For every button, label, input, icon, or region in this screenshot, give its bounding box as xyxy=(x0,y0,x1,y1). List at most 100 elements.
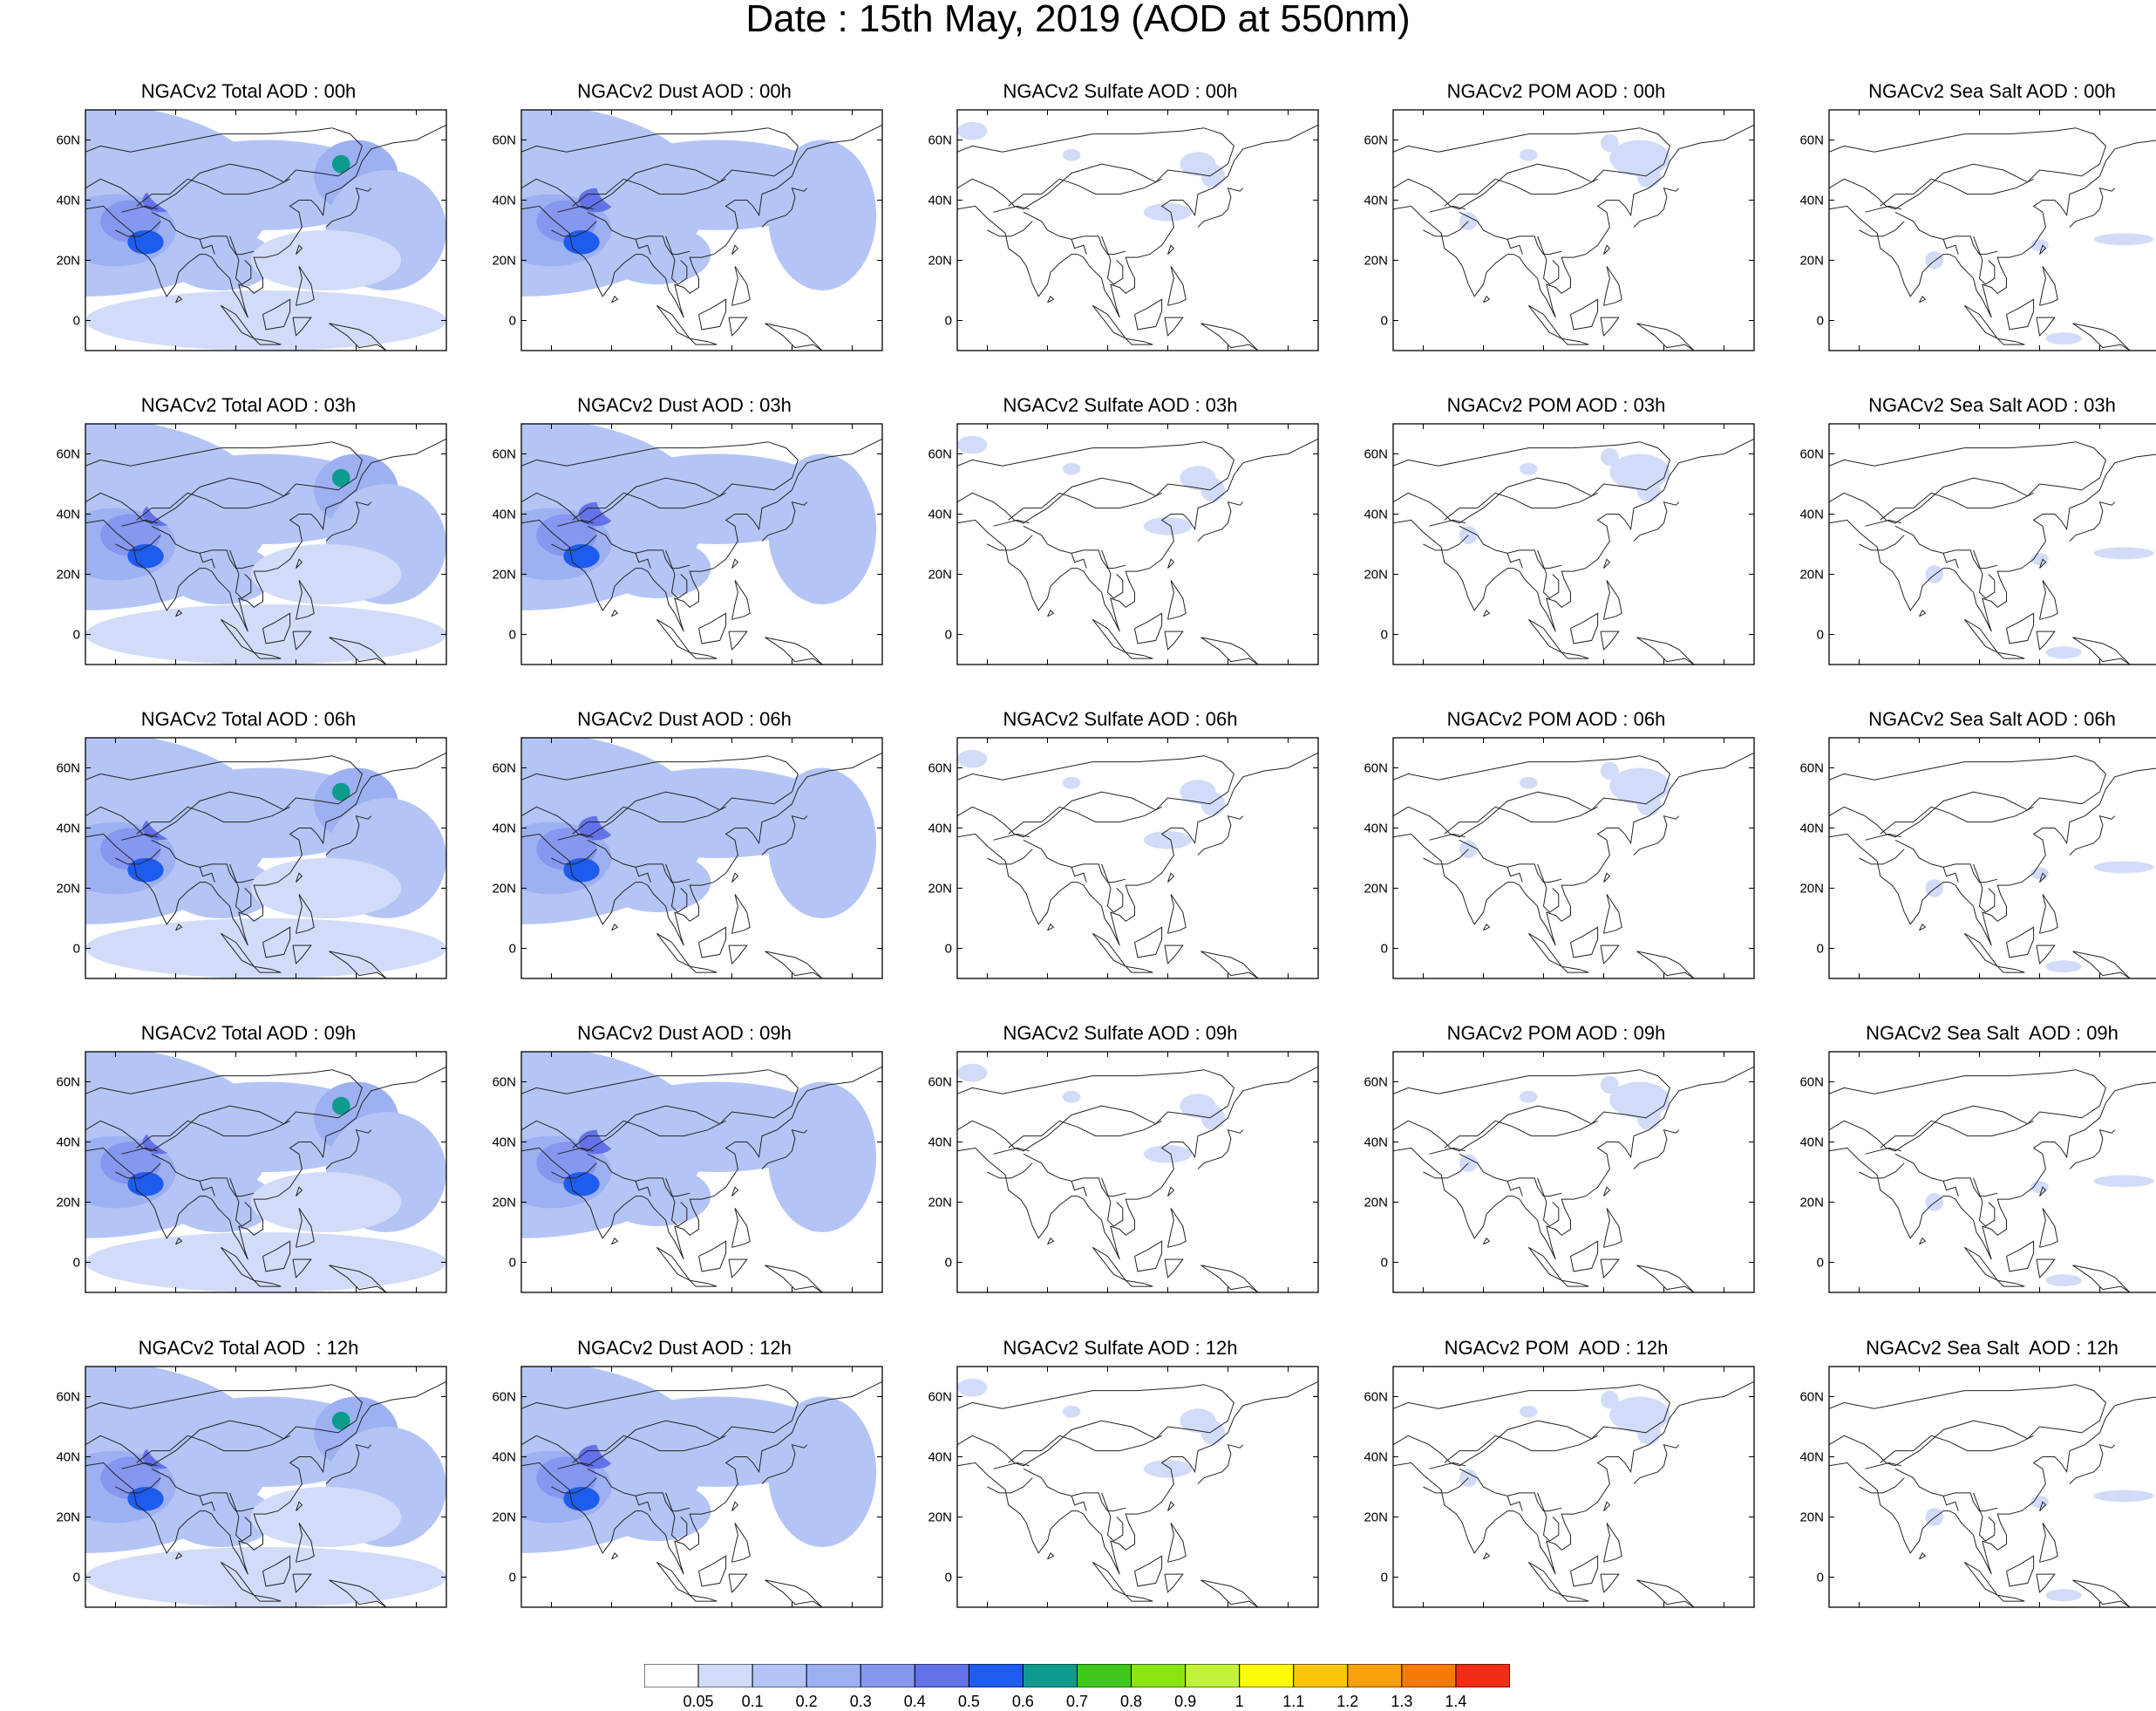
y-tick-label: 0 xyxy=(509,314,516,329)
coastline xyxy=(1829,453,2156,632)
x-tick-label: 120E xyxy=(717,357,747,359)
coastline xyxy=(1023,211,1126,256)
coastline xyxy=(635,553,651,569)
coastline xyxy=(1973,863,1996,913)
x-tick-label: 120E xyxy=(1588,1299,1619,1301)
map-panel-dust-03h: NGACv2 Dust AOD : 03h 60E 80E 100E 120E 140E 1… xyxy=(479,394,889,673)
coastline xyxy=(1200,1579,1259,1607)
coastline xyxy=(728,1573,748,1593)
coastline xyxy=(1125,651,1153,659)
coastline xyxy=(557,205,594,213)
x-tick-label: 160E xyxy=(1273,357,1303,359)
coastline xyxy=(731,1186,739,1196)
coastline xyxy=(229,1492,252,1542)
coastline xyxy=(1561,1279,1589,1287)
colorbar-tick-label: 0.7 xyxy=(1065,1693,1089,1710)
y-tick-label: 40N xyxy=(1799,1450,1824,1465)
y-tick-label: 20N xyxy=(56,1196,80,1210)
y-tick-label: 40N xyxy=(56,194,80,208)
coastline xyxy=(2036,631,2056,651)
plot-frame xyxy=(520,1051,883,1293)
coastline xyxy=(1023,525,1126,569)
aod-region xyxy=(85,746,146,777)
colorbar-segment xyxy=(1239,1664,1295,1687)
coastline xyxy=(1092,304,1126,339)
coastline xyxy=(1603,872,1611,883)
coastline xyxy=(229,1177,252,1227)
y-tick-label: 60N xyxy=(1799,1390,1824,1405)
x-tick-label: 160E xyxy=(1709,671,1739,673)
x-tick-label: 80E xyxy=(1036,357,1059,359)
coastline xyxy=(1561,965,1589,973)
coastline xyxy=(1444,1120,1598,1149)
y-tick-label: 60N xyxy=(928,1390,952,1405)
coastline xyxy=(1829,1069,2106,1152)
coastline xyxy=(1570,1240,1599,1272)
coastline xyxy=(329,951,387,978)
y-tick-label: 60N xyxy=(492,1390,516,1405)
panel-title: NGACv2 Sulfate AOD : 09h xyxy=(1003,1022,1238,1044)
coastline xyxy=(1633,1443,1680,1484)
x-tick-label: 120E xyxy=(1153,671,1183,673)
x-tick-label: 140E xyxy=(777,357,807,359)
coastline xyxy=(1636,637,1695,665)
colorbar-segment xyxy=(914,1664,969,1687)
aod-region xyxy=(1519,776,1538,789)
x-tick-label: 100E xyxy=(221,1613,251,1616)
y-tick-label: 60N xyxy=(928,761,952,776)
coastline xyxy=(1537,235,1560,285)
aod-region xyxy=(563,1487,600,1511)
coastline xyxy=(1101,863,1124,913)
coastline xyxy=(1636,1265,1695,1292)
x-tick-label: 60E xyxy=(1847,1613,1871,1616)
coastline xyxy=(1973,1177,1996,1227)
coastline xyxy=(1483,924,1491,931)
x-tick-label: 160E xyxy=(401,1299,432,1301)
aod-region xyxy=(331,782,350,801)
x-tick-label: 80E xyxy=(1908,985,1931,987)
coastline xyxy=(731,894,751,934)
coastline xyxy=(1561,651,1589,659)
coastline xyxy=(665,1492,688,1542)
map-plot: 60E 80E 100E 120E 140E 160E 60N 40N 20N 0 xyxy=(492,109,883,359)
y-tick-label: 0 xyxy=(1817,628,1824,643)
y-tick-label: 20N xyxy=(1364,1196,1388,1210)
aod-region xyxy=(1180,466,1216,490)
aod-region xyxy=(1180,780,1216,804)
coastline xyxy=(1483,1552,1491,1560)
coastline xyxy=(656,618,690,653)
aod-region xyxy=(521,433,582,463)
coastline xyxy=(1603,1501,1611,1511)
coastline xyxy=(1134,926,1163,958)
map-panel-pom-12h: NGACv2 POM AOD : 12h 60E 80E 100E 120E 140E 16… xyxy=(1351,1337,1761,1616)
x-tick-label: 80E xyxy=(1908,357,1931,359)
x-tick-label: 140E xyxy=(1649,1299,1679,1301)
aod-region xyxy=(1636,164,1662,188)
x-tick-label: 100E xyxy=(1092,1613,1123,1616)
map-plot: 60E 80E 100E 120E 140E 160E 60N 40N 20N 0 xyxy=(1364,1051,1755,1301)
coastline xyxy=(115,1477,161,1494)
y-tick-label: 20N xyxy=(1799,254,1824,269)
map-panel-sulfate-03h: NGACv2 Sulfate AOD : 03h 60E 80E 100E 120E 14… xyxy=(915,394,1325,673)
coastline xyxy=(121,833,158,841)
y-tick-label: 60N xyxy=(928,1075,952,1090)
coastline xyxy=(1164,944,1184,965)
x-tick-label: 60E xyxy=(1411,985,1435,987)
coastline xyxy=(1429,1462,1466,1469)
coastline xyxy=(2072,323,2131,351)
x-tick-label: 140E xyxy=(2085,357,2115,359)
x-tick-label: 140E xyxy=(1649,671,1679,673)
coastline xyxy=(993,519,1030,527)
map-panel-sulfate-12h: NGACv2 Sulfate AOD : 12h 60E 80E 100E 120E 14… xyxy=(915,1337,1325,1616)
map-panel-sea-salt-03h: NGACv2 Sea Salt AOD : 03h 60E 80E 100E 120E 1… xyxy=(1787,394,2156,673)
plot-frame xyxy=(956,1366,1319,1608)
coastline xyxy=(1829,140,2156,318)
coastline xyxy=(2039,1186,2047,1196)
x-tick-label: 120E xyxy=(717,671,747,673)
panel-title: NGACv2 Sulfate AOD : 00h xyxy=(1003,80,1238,102)
coastline xyxy=(1101,1492,1124,1542)
colorbar xyxy=(644,1664,1510,1687)
coastline xyxy=(1894,1468,1998,1512)
map-plot: 60E 80E 100E 120E 140E 160E 60N 40N 20N 0 xyxy=(1364,109,1755,359)
coastline xyxy=(1600,631,1620,651)
